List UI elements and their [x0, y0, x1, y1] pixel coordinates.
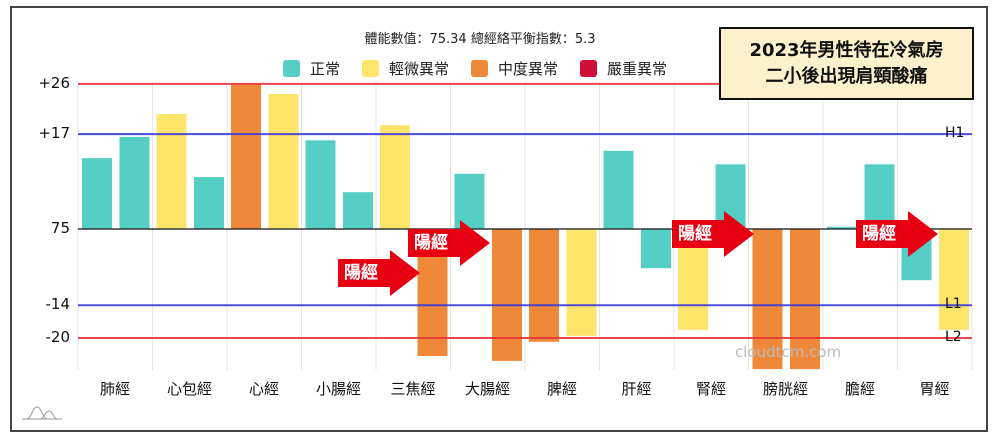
- reference-line-label: L1: [945, 296, 962, 313]
- title-line-1: 2023年男性待在冷氣房: [749, 40, 944, 61]
- annotation-text: 陽經: [414, 233, 448, 253]
- x-tick-label: 心包經: [166, 380, 212, 398]
- bar: [603, 150, 634, 229]
- bar: [156, 114, 187, 229]
- bar: [82, 158, 112, 229]
- x-tick-label: 小腸經: [315, 380, 361, 398]
- bar: [231, 83, 261, 229]
- arrow-body: [338, 259, 394, 287]
- annotation-text: 陽經: [344, 263, 378, 283]
- bar: [343, 192, 373, 229]
- chart-subtitle: 體能數值：75.34 總經絡平衡指數：5.3: [364, 32, 596, 47]
- legend-label: 嚴重異常: [607, 60, 668, 78]
- arrow-right-icon: [390, 250, 420, 296]
- bar: [492, 229, 522, 361]
- chart-title: 2023年男性待在冷氣房 二小後出現肩頸酸痛: [719, 27, 974, 100]
- x-tick-label: 大腸經: [464, 380, 510, 398]
- legend-item[interactable]: 正常: [283, 58, 340, 79]
- legend-swatch: [283, 60, 300, 77]
- legend-label: 中度異常: [498, 60, 559, 78]
- bar: [268, 93, 299, 230]
- bar: [864, 164, 895, 229]
- arrow-annotation: 陽經: [672, 211, 754, 257]
- arrow-annotation: 陽經: [408, 220, 490, 266]
- legend: 正常 輕微異常 中度異常 嚴重異常: [283, 58, 667, 79]
- logo-icon: [22, 406, 62, 420]
- x-tick-label: 心經: [248, 380, 279, 398]
- reference-line-label: H1: [945, 125, 965, 142]
- x-tick-label: 腎經: [695, 380, 726, 398]
- legend-swatch: [580, 60, 598, 77]
- legend-item[interactable]: 輕微異常: [362, 58, 449, 79]
- bar: [194, 177, 224, 229]
- y-tick-label: -14: [45, 295, 71, 314]
- bar: [827, 226, 857, 229]
- arrow-right-icon: [908, 211, 938, 257]
- bar: [566, 229, 597, 336]
- bar: [119, 136, 150, 229]
- legend-label: 輕微異常: [389, 60, 450, 78]
- x-tick-label: 肺經: [99, 380, 130, 398]
- arrow-right-icon: [724, 211, 754, 257]
- y-tick-label: +26: [38, 73, 70, 92]
- legend-swatch: [362, 60, 380, 77]
- x-tick-label: 肝經: [621, 380, 652, 398]
- legend-label: 正常: [310, 60, 341, 78]
- y-tick-label: -20: [45, 328, 71, 346]
- annotation-text: 陽經: [678, 224, 712, 244]
- bar: [752, 229, 783, 370]
- legend-item[interactable]: 嚴重異常: [580, 58, 667, 79]
- bar: [305, 140, 336, 229]
- y-tick-label: +17: [38, 124, 70, 143]
- arrow-right-icon: [460, 220, 490, 266]
- arrow-body: [408, 229, 464, 257]
- bar: [641, 229, 671, 269]
- annotation-text: 陽經: [862, 224, 896, 244]
- x-tick-label: 胃經: [919, 380, 950, 398]
- watermark: cloudtcm.com: [735, 343, 842, 361]
- x-tick-label: 脾經: [546, 380, 577, 398]
- bar: [790, 229, 820, 370]
- arrow-body: [672, 220, 728, 248]
- bar: [454, 173, 485, 229]
- bar: [529, 229, 559, 342]
- legend-item[interactable]: 中度異常: [471, 58, 558, 79]
- arrow-annotation: 陽經: [856, 211, 938, 257]
- bar: [939, 229, 969, 330]
- arrow-body: [856, 220, 912, 248]
- arrow-annotation: 陽經: [338, 250, 420, 296]
- bar: [380, 125, 410, 229]
- title-line-2: 二小後出現肩頸酸痛: [765, 66, 928, 87]
- legend-swatch: [471, 60, 489, 77]
- reference-line-label: L2: [945, 329, 962, 345]
- x-tick-label: 膀胱經: [762, 380, 808, 398]
- x-tick-label: 膽經: [844, 380, 875, 398]
- x-tick-label: 三焦經: [390, 380, 436, 398]
- y-tick-label: 75: [50, 219, 70, 237]
